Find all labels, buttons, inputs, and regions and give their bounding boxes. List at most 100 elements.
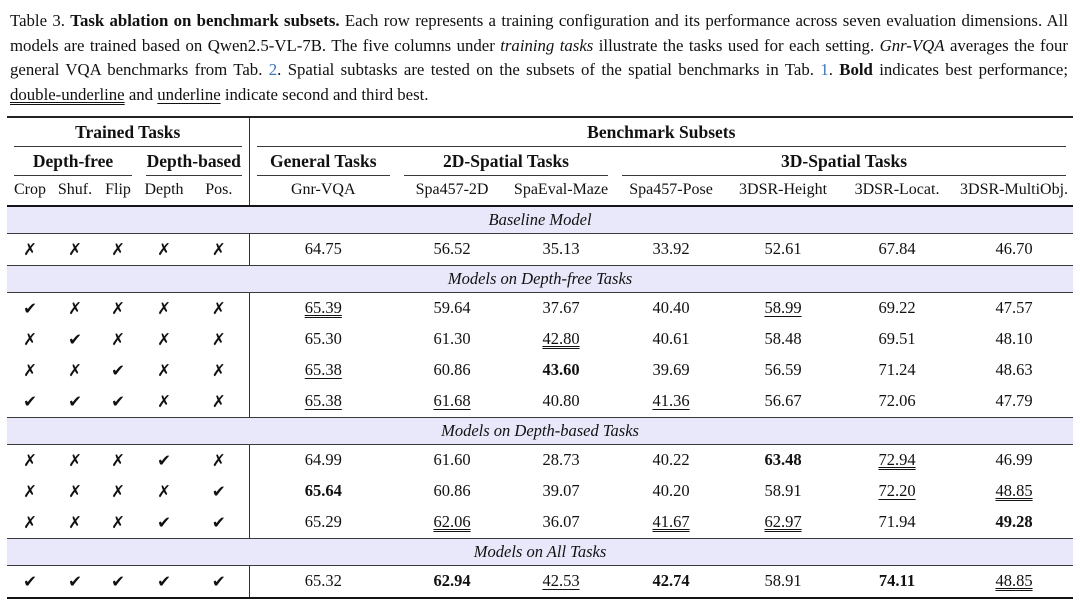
value-cell: 64.75 (248, 233, 398, 266)
value-cell: 72.06 (878, 391, 916, 411)
value-cell: 74.11 (878, 571, 916, 591)
pos-mark: ✗ (211, 450, 226, 470)
caption-title: Task ablation on benchmark subsets. (70, 11, 340, 30)
value-cell: 39.07 (542, 481, 580, 501)
value-cell: 65.30 (248, 323, 398, 355)
depth-free-header: Depth-free (7, 147, 139, 176)
col-spa457-pose: Spa457-Pose (615, 175, 728, 207)
depth-based-header: Depth-based (139, 147, 249, 176)
value-cell: 65.32 (248, 565, 398, 598)
caption-text: indicates best performance; (879, 60, 1069, 80)
header-group-row: Trained Tasks Benchmark Subsets (7, 116, 1074, 147)
2d-spatial-tasks-header: 2D-Spatial Tasks (397, 147, 615, 176)
table-row: ✔ ✔ ✔ ✗ ✗ 65.38 61.68 40.80 41.36 56.67 … (7, 385, 1073, 418)
table-row: ✗ ✗ ✗ ✔ ✗ 64.99 61.60 28.73 40.22 63.48 … (7, 444, 1073, 476)
value-cell: 40.40 (652, 298, 690, 318)
col-spa457-2d: Spa457-2D (397, 175, 508, 207)
pos-mark: ✔ (211, 571, 226, 591)
col-flip: Flip (97, 175, 139, 207)
depth-mark: ✔ (157, 450, 171, 470)
section-label: Models on Depth-free Tasks (7, 264, 1074, 293)
value-cell: 72.94 (878, 450, 916, 470)
value-cell: 56.67 (764, 391, 802, 411)
table-1-ref-link[interactable]: 1 (820, 60, 829, 80)
table-caption: Table 3. Task ablation on benchmark subs… (0, 0, 1080, 113)
value-cell: 47.79 (995, 391, 1033, 411)
pos-mark: ✗ (211, 391, 226, 411)
pos-mark: ✔ (211, 481, 226, 501)
value-cell: 36.07 (542, 512, 580, 532)
value-cell: 49.28 (995, 512, 1033, 532)
value-cell: 46.99 (995, 450, 1033, 470)
shuf-mark: ✗ (68, 239, 82, 259)
crop-mark: ✔ (23, 571, 37, 591)
trained-tasks-header: Trained Tasks (7, 117, 249, 147)
flip-mark: ✗ (111, 329, 125, 349)
flip-mark: ✔ (111, 571, 125, 591)
value-cell: 56.52 (433, 239, 471, 259)
flip-mark: ✗ (111, 450, 125, 470)
table-row: ✗ ✗ ✔ ✗ ✗ 65.38 60.86 43.60 39.69 56.59 … (7, 354, 1073, 386)
col-spaeval-maze: SpaEval-Maze (507, 175, 616, 207)
benchmark-subsets-header: Benchmark Subsets (248, 116, 1074, 147)
shuf-mark: ✗ (68, 512, 82, 532)
value-cell: 58.91 (764, 481, 802, 501)
value-cell: 40.20 (652, 481, 690, 501)
depth-mark: ✗ (157, 360, 171, 380)
value-cell: 48.63 (995, 360, 1033, 380)
value-cell: 69.51 (878, 329, 916, 349)
table-row: ✔ ✗ ✗ ✗ ✗ 65.39 59.64 37.67 40.40 58.99 … (7, 292, 1073, 324)
caption-italic-term: Gnr-VQA (879, 35, 945, 55)
flip-mark: ✗ (111, 481, 125, 501)
caption-text: Each row represents a training configura… (10, 11, 1068, 55)
value-cell: 28.73 (542, 450, 580, 470)
general-tasks-header: General Tasks (248, 146, 398, 176)
column-names-row: Crop Shuf. Flip Depth Pos. Gnr-VQA Spa45… (7, 175, 1074, 207)
col-3dsr-multiobj: 3DSR-MultiObj. (955, 175, 1074, 207)
value-cell: 71.94 (878, 512, 916, 532)
caption-double-underline-word: double-underline (10, 85, 125, 105)
value-cell: 61.60 (433, 450, 471, 470)
crop-mark: ✔ (23, 391, 37, 411)
crop-mark: ✗ (23, 360, 37, 380)
caption-text: illustrate the tasks used for each setti… (598, 35, 875, 55)
table-row-all-tasks: ✔ ✔ ✔ ✔ ✔ 65.32 62.94 42.53 42.74 58.91 … (7, 565, 1073, 598)
caption-italic-term: training tasks (500, 35, 594, 55)
section-label: Models on All Tasks (7, 537, 1074, 566)
value-cell: 72.20 (878, 481, 916, 501)
depth-mark: ✔ (157, 571, 171, 591)
flip-mark: ✗ (111, 298, 125, 318)
section-label: Models on Depth-based Tasks (7, 416, 1074, 445)
flip-mark: ✗ (111, 512, 125, 532)
col-shuf: Shuf. (53, 175, 97, 207)
value-cell: 56.59 (764, 360, 802, 380)
value-cell: 60.86 (433, 360, 471, 380)
table-2-ref-link[interactable]: 2 (268, 60, 278, 80)
value-cell: 65.64 (248, 475, 398, 507)
table-row: ✗ ✔ ✗ ✗ ✗ 65.30 61.30 42.80 40.61 58.48 … (7, 323, 1073, 355)
col-pos: Pos. (189, 175, 250, 207)
value-cell: 62.94 (433, 571, 471, 591)
section-label: Baseline Model (7, 205, 1074, 234)
value-cell: 46.70 (995, 239, 1033, 259)
col-crop: Crop (7, 175, 53, 207)
shuf-mark: ✗ (68, 360, 82, 380)
caption-underline-word: underline (157, 85, 221, 105)
table-row-baseline: ✗ ✗ ✗ ✗ ✗ 64.75 56.52 35.13 33.92 52.61 … (7, 233, 1073, 266)
value-cell: 62.06 (433, 512, 471, 532)
value-cell: 33.92 (652, 239, 690, 259)
depth-mark: ✗ (157, 298, 171, 318)
value-cell: 41.36 (652, 391, 690, 411)
value-cell: 42.74 (652, 571, 690, 591)
shuf-mark: ✔ (68, 571, 82, 591)
value-cell: 62.97 (764, 512, 802, 532)
pos-mark: ✗ (211, 360, 226, 380)
value-cell: 67.84 (878, 239, 916, 259)
caption-text: . Spatial subtasks are tested on the sub… (277, 60, 814, 80)
value-cell: 60.86 (433, 481, 471, 501)
flip-mark: ✔ (111, 391, 125, 411)
crop-mark: ✗ (23, 450, 37, 470)
ablation-table: Trained Tasks Benchmark Subsets Depth-fr… (7, 115, 1074, 599)
depth-mark: ✗ (157, 329, 171, 349)
crop-mark: ✗ (23, 239, 37, 259)
